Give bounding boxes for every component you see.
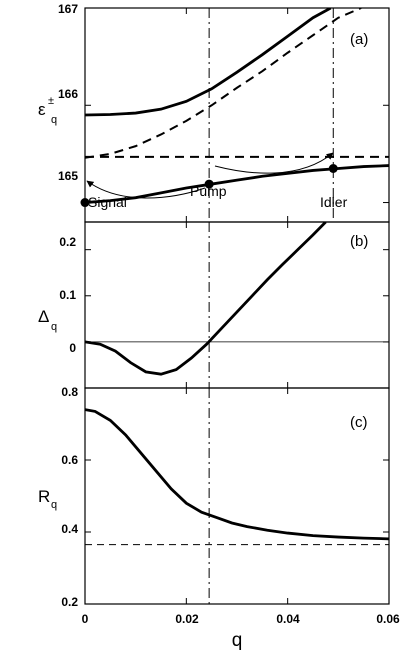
xtick-label: 0.06	[376, 612, 400, 626]
ytick-label: 0.2	[61, 595, 78, 609]
plot-area-b	[84, 221, 390, 389]
panel-tag-c: (c)	[350, 414, 368, 431]
ytick-label: 166	[58, 87, 78, 101]
ytick-label: 167	[58, 2, 78, 16]
x-axis-label: q	[232, 630, 243, 651]
plot-frame	[84, 7, 390, 223]
plot-area-c	[84, 387, 390, 605]
y-axis-symbol: Δ	[38, 307, 49, 326]
series-line-0	[85, 408, 389, 541]
point-label-idler: Idler	[320, 194, 348, 210]
xtick-label: 0.02	[175, 612, 199, 626]
plot-frame	[84, 387, 390, 605]
ytick-label: 0.2	[59, 235, 76, 249]
y-axis-symbol: R	[38, 487, 50, 506]
y-axis-label-a: ε ± q	[38, 95, 57, 126]
arrow-pump-to-signal	[86, 180, 206, 199]
arrow-pump-to-idler	[214, 152, 334, 174]
series-line-1	[85, 8, 362, 159]
y-axis-symbol: ε	[38, 100, 46, 119]
xtick-label: 0.04	[276, 612, 300, 626]
point-idler	[328, 164, 338, 173]
plot-area-a	[80, 7, 390, 223]
ytick-label: 0.1	[59, 288, 76, 302]
panel-tag-b: (b)	[350, 233, 368, 250]
y-axis-subscript: q	[51, 114, 57, 126]
y-axis-label-c: R q	[38, 487, 57, 511]
ytick-label: 0.4	[61, 522, 78, 536]
series-group	[85, 408, 389, 541]
ytick-label: 0.8	[61, 385, 78, 399]
ytick-label: 0	[69, 341, 76, 355]
panel-tag-a: (a)	[350, 31, 368, 48]
xtick-label: 0	[82, 612, 89, 626]
series-group	[85, 8, 389, 204]
y-axis-superscript: ±	[48, 95, 54, 107]
ytick-label: 0.6	[61, 453, 78, 467]
y-axis-label-b: Δ q	[38, 307, 57, 333]
series-line-0	[85, 8, 332, 117]
y-axis-subscript: q	[51, 499, 57, 511]
panel-b: 0 0.1 0.2 (b) Δ q	[38, 233, 368, 355]
series-line-0	[85, 222, 327, 376]
ytick-label: 165	[58, 169, 78, 183]
panel-a: 165 166 167 (a) ε ± q Signal Pump Idler	[38, 2, 368, 210]
series-line-3	[85, 164, 389, 204]
panel-c: 0.2 0.4 0.6 0.8 0 0.02 0.04 0.06 (c) R q…	[38, 385, 400, 651]
y-axis-subscript: q	[51, 321, 57, 333]
series-group	[85, 222, 327, 376]
point-pump	[204, 179, 214, 189]
